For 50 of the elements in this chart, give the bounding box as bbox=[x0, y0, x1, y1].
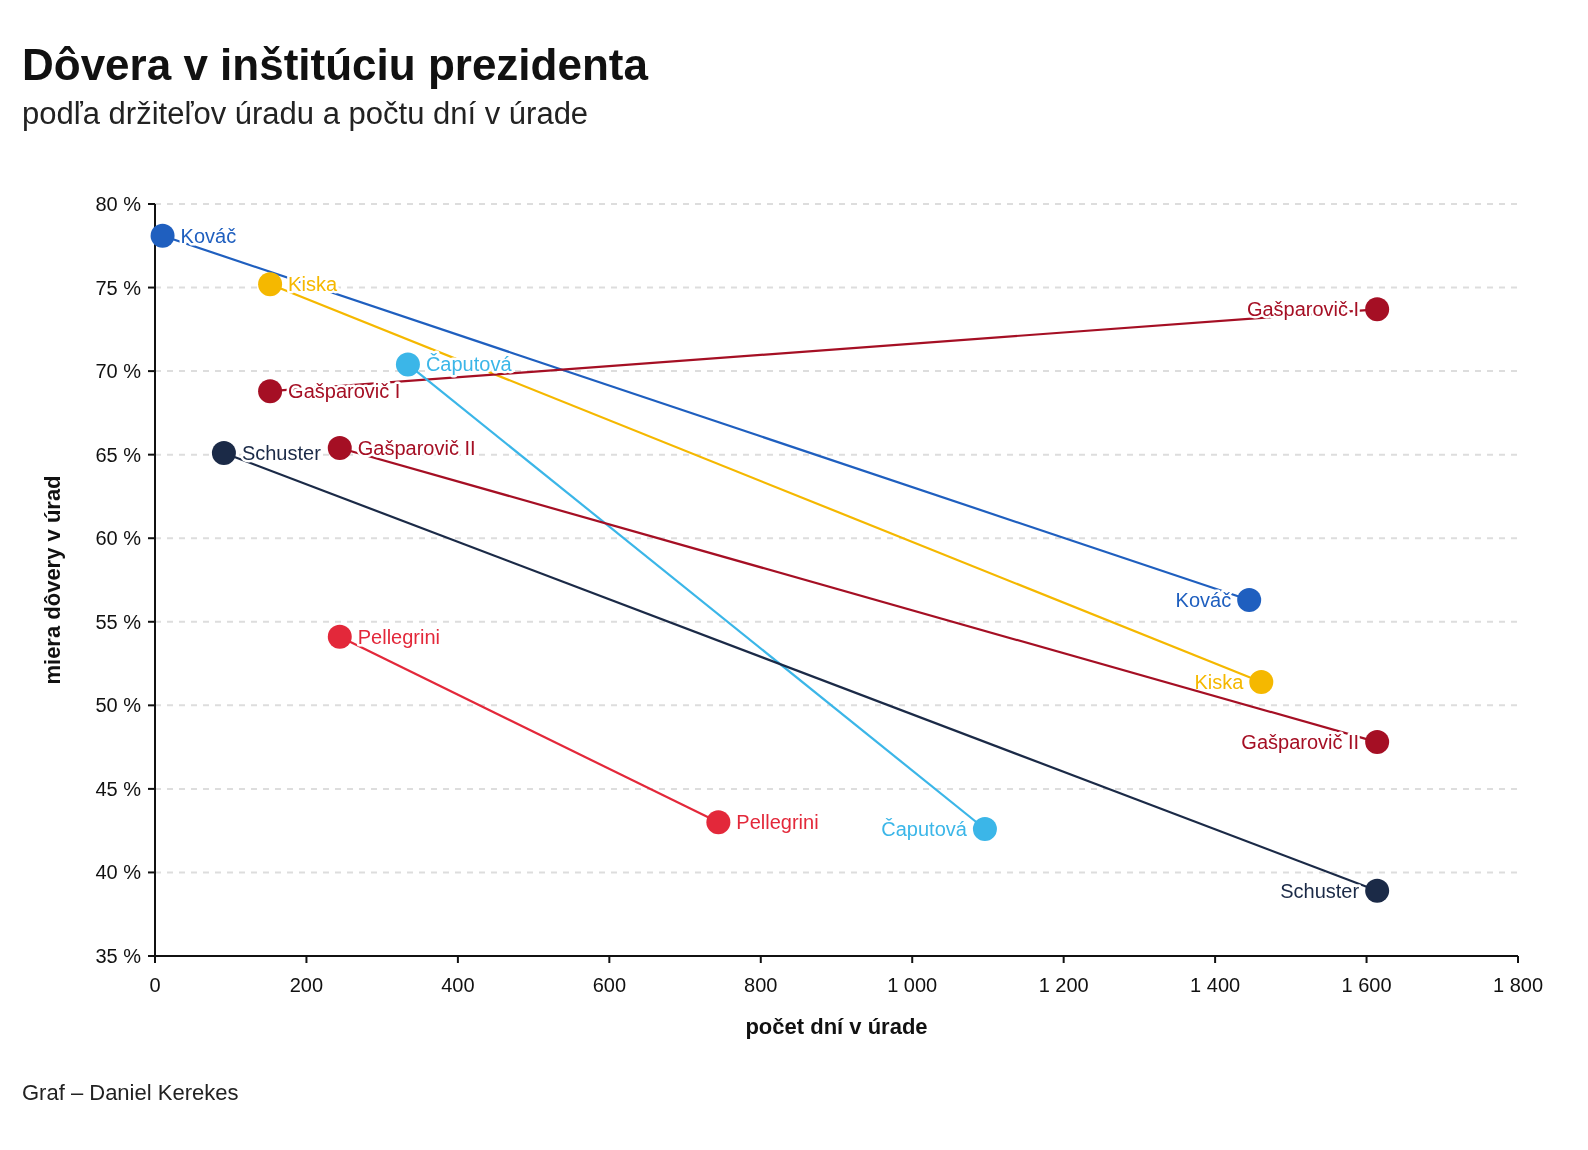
y-tick-label: 50 % bbox=[95, 694, 142, 717]
text: Kováč bbox=[1175, 589, 1232, 612]
x-tick-label: 1 000 bbox=[887, 974, 938, 996]
series-label: Pellegrini bbox=[357, 625, 441, 648]
y-tick-label: 35 % bbox=[95, 945, 142, 967]
point bbox=[150, 223, 175, 248]
x-tick-label: 1 200 bbox=[1038, 974, 1089, 996]
point bbox=[327, 435, 352, 460]
x-tick-label: 400 bbox=[441, 974, 475, 996]
y-tick-label: 70 % bbox=[95, 360, 142, 383]
point bbox=[706, 810, 731, 835]
x-tick-label: 0 bbox=[149, 974, 161, 996]
series-label: Kováč bbox=[180, 224, 237, 247]
series-label: Kiska bbox=[1194, 670, 1245, 693]
series-label: Čaputová bbox=[881, 818, 968, 840]
text: Pellegrini bbox=[736, 811, 819, 834]
y-tick-label: 45 % bbox=[95, 777, 142, 800]
x-axis-title: počet dní v úrade bbox=[745, 1014, 928, 1039]
point bbox=[327, 624, 352, 649]
y-tick-label: 60 % bbox=[95, 527, 142, 550]
text: Schuster bbox=[1280, 879, 1360, 902]
text: Gašparovič II bbox=[1241, 731, 1360, 754]
chart-title: Dôvera v inštitúciu prezidenta bbox=[22, 40, 649, 89]
text: Graf – Daniel Kerekes bbox=[22, 1080, 239, 1105]
point bbox=[1365, 730, 1390, 755]
x-tick-label: 1 400 bbox=[1190, 974, 1241, 996]
y-tick-label: 40 % bbox=[95, 861, 142, 884]
point bbox=[258, 379, 283, 404]
x-tick-label: 600 bbox=[592, 974, 627, 996]
y-tick-label: 55 % bbox=[95, 610, 142, 633]
series-label: Gašparovič I bbox=[288, 380, 401, 403]
point bbox=[395, 352, 420, 377]
chart-subtitle: podľa držiteľov úradu a počtu dní v úrade bbox=[22, 96, 589, 131]
x-tick-label: 200 bbox=[289, 974, 324, 996]
x-tick-label: 800 bbox=[744, 974, 778, 996]
point bbox=[1249, 669, 1274, 694]
point bbox=[1365, 297, 1390, 322]
point bbox=[211, 441, 236, 465]
point bbox=[258, 272, 283, 297]
point bbox=[972, 817, 997, 841]
point bbox=[1237, 588, 1262, 613]
series-label: Schuster bbox=[241, 442, 322, 464]
y-tick-label: 80 % bbox=[95, 193, 142, 215]
y-axis-title: miera dôvery v úrad bbox=[40, 475, 65, 685]
series-label: Gašparovič II bbox=[357, 436, 476, 459]
y-tick-label: 65 % bbox=[95, 443, 142, 466]
point bbox=[1365, 878, 1390, 903]
x-tick-label: 1 600 bbox=[1341, 974, 1392, 996]
y-tick-label: 75 % bbox=[95, 276, 142, 299]
x-tick-label: 1 800 bbox=[1492, 974, 1544, 996]
